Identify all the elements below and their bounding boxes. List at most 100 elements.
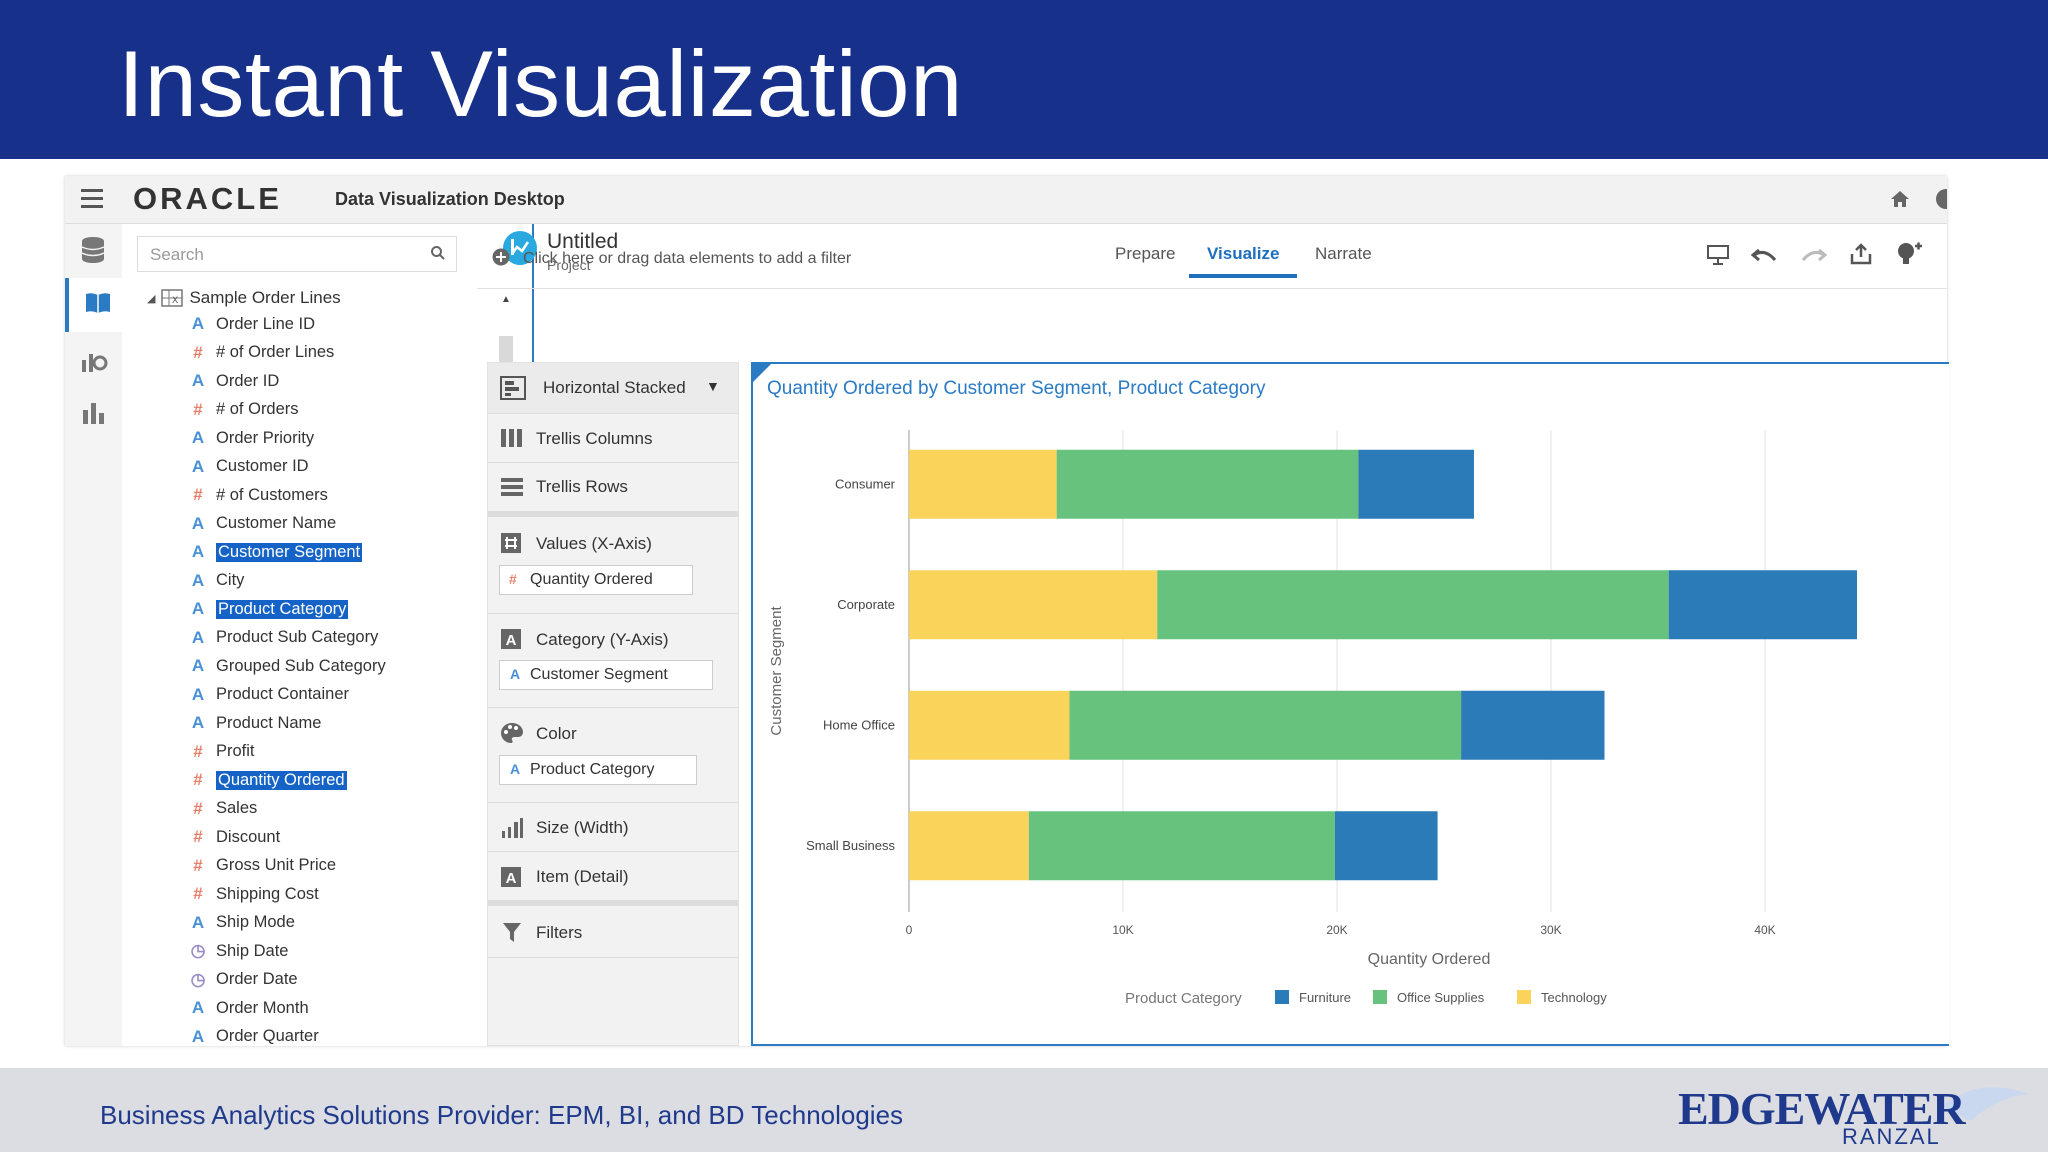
color-drop[interactable]: Color A Product Category bbox=[488, 708, 738, 803]
measure-icon: # bbox=[193, 399, 203, 419]
clock-icon: ◷ bbox=[190, 969, 206, 989]
field-label: Discount bbox=[216, 827, 281, 846]
bar-segment-furniture bbox=[1358, 449, 1474, 519]
search-icon[interactable] bbox=[430, 245, 446, 261]
field-item[interactable]: A Customer Name bbox=[190, 510, 460, 539]
add-filter-icon[interactable] bbox=[492, 248, 510, 266]
field-item[interactable]: A Product Sub Category bbox=[190, 624, 460, 653]
field-item[interactable]: A Product Container bbox=[190, 681, 460, 710]
undo-icon[interactable] bbox=[1751, 244, 1779, 266]
category-icon: A bbox=[501, 629, 521, 649]
measure-icon: # bbox=[193, 827, 203, 847]
legend-title: Product Category bbox=[1125, 990, 1242, 1007]
field-item[interactable]: A Customer ID bbox=[190, 453, 460, 482]
field-item[interactable]: ◷ Order Date bbox=[190, 966, 460, 995]
user-icon[interactable] bbox=[1935, 188, 1947, 210]
redo-icon[interactable] bbox=[1799, 244, 1827, 266]
bar-segment-office-supplies bbox=[1056, 449, 1359, 519]
color-field-pill[interactable]: A Product Category bbox=[499, 755, 697, 785]
canvas-corner-marker bbox=[753, 364, 771, 382]
hamburger-menu-icon[interactable] bbox=[81, 189, 103, 209]
stacked-bar-chart: 0 10K 20K 30K 40K Consumer Corporate Home Offic… bbox=[768, 430, 1858, 1007]
field-item[interactable]: A Product Name bbox=[190, 709, 460, 738]
bar-segment-furniture bbox=[1668, 570, 1858, 640]
trellis-columns-drop[interactable]: Trellis Columns bbox=[488, 414, 738, 463]
tab-prepare[interactable]: Prepare bbox=[1115, 244, 1176, 263]
attribute-icon: A bbox=[191, 713, 205, 733]
field-item[interactable]: # Sales bbox=[190, 795, 460, 824]
attribute-icon: A bbox=[191, 456, 205, 476]
item-drop[interactable]: A Item (Detail) bbox=[488, 852, 738, 906]
bar-segment-technology bbox=[909, 690, 1070, 760]
category-field-label: Customer Segment bbox=[530, 666, 668, 683]
scroll-up-icon[interactable]: ▲ bbox=[501, 294, 511, 305]
export-icon[interactable] bbox=[1849, 242, 1873, 266]
app-window: ORACLE Data Visualization Desktop Search… bbox=[65, 176, 1949, 1046]
field-item[interactable]: # Gross Unit Price bbox=[190, 852, 460, 881]
tab-visualize[interactable]: Visualize bbox=[1189, 244, 1298, 278]
field-item[interactable]: # Shipping Cost bbox=[190, 880, 460, 909]
insights-icon[interactable] bbox=[1895, 240, 1923, 268]
field-item[interactable]: # # of Orders bbox=[190, 396, 460, 425]
project-title[interactable]: Untitled bbox=[547, 230, 619, 253]
bar-chart-icon bbox=[83, 403, 104, 424]
chart-canvas[interactable]: Quantity Ordered by Customer Segment, Pr… bbox=[751, 362, 1949, 1046]
edgewater-logo: EDGEWATER bbox=[1678, 1083, 1966, 1134]
field-item[interactable]: A Customer Segment bbox=[190, 538, 460, 567]
chevron-down-icon[interactable]: ▼ bbox=[706, 378, 720, 394]
nav-charts[interactable] bbox=[65, 388, 122, 438]
legend-swatch bbox=[1517, 990, 1531, 1004]
size-drop[interactable]: Size (Width) bbox=[488, 803, 738, 852]
trellis-rows-drop[interactable]: Trellis Rows bbox=[488, 463, 738, 517]
field-item[interactable]: # Discount bbox=[190, 823, 460, 852]
bar-segment-office-supplies bbox=[1069, 690, 1462, 760]
y-axis-title: Customer Segment bbox=[768, 606, 785, 736]
data-search-input[interactable]: Search bbox=[137, 236, 457, 272]
field-item[interactable]: # Profit bbox=[190, 738, 460, 767]
field-item[interactable]: A Product Category bbox=[190, 595, 460, 624]
nav-data-elements[interactable] bbox=[65, 278, 126, 332]
collapse-triangle-icon[interactable]: ◢ bbox=[147, 292, 156, 305]
field-item[interactable]: A Grouped Sub Category bbox=[190, 652, 460, 681]
home-icon[interactable] bbox=[1889, 189, 1911, 209]
field-item[interactable]: ◷ Ship Date bbox=[190, 937, 460, 966]
category-drop[interactable]: A Category (Y-Axis) A Customer Segment bbox=[488, 614, 738, 708]
size-label: Size (Width) bbox=[536, 818, 629, 837]
attribute-icon: A bbox=[191, 998, 205, 1018]
nav-visualizations[interactable] bbox=[65, 336, 122, 386]
field-item[interactable]: # # of Customers bbox=[190, 481, 460, 510]
values-label: Values (X-Axis) bbox=[536, 534, 652, 553]
filters-drop[interactable]: Filters bbox=[488, 907, 738, 958]
field-label: # of Orders bbox=[216, 400, 299, 419]
attribute-icon: A bbox=[191, 627, 205, 647]
filter-bar[interactable]: Click here or drag data elements to add … bbox=[477, 224, 1947, 289]
field-item[interactable]: A Order Quarter bbox=[190, 1023, 460, 1052]
y-tick-label: Small Business bbox=[806, 838, 895, 853]
field-item[interactable]: # # of Order Lines bbox=[190, 339, 460, 368]
field-item[interactable]: A Order Priority bbox=[190, 424, 460, 453]
category-field-pill[interactable]: A Customer Segment bbox=[499, 660, 713, 690]
x-tick-label: 0 bbox=[906, 923, 913, 937]
chart-type-selector[interactable]: Horizontal Stacked ▼ bbox=[488, 363, 738, 414]
field-item[interactable]: A City bbox=[190, 567, 460, 596]
visualization-icon bbox=[82, 354, 108, 372]
field-item[interactable]: # Quantity Ordered bbox=[190, 766, 460, 795]
field-item[interactable]: A Ship Mode bbox=[190, 909, 460, 938]
bar-segment-technology bbox=[909, 570, 1158, 640]
attribute-icon: A bbox=[191, 684, 205, 704]
field-label: Customer ID bbox=[216, 457, 309, 476]
horizontal-stacked-icon bbox=[500, 376, 526, 400]
y-tick-label: Consumer bbox=[835, 476, 896, 491]
data-source-node[interactable]: ◢ X Sample Order Lines bbox=[147, 288, 341, 308]
attribute-icon: A bbox=[191, 314, 205, 334]
field-item[interactable]: A Order ID bbox=[190, 367, 460, 396]
field-item[interactable]: A Order Month bbox=[190, 994, 460, 1023]
field-label: Order Line ID bbox=[216, 314, 316, 333]
field-label: Order Month bbox=[216, 998, 309, 1017]
values-field-pill[interactable]: # Quantity Ordered bbox=[499, 565, 693, 595]
field-item[interactable]: A Order Line ID bbox=[190, 310, 460, 339]
tab-narrate[interactable]: Narrate bbox=[1315, 244, 1372, 263]
nav-data-sources[interactable] bbox=[65, 224, 122, 274]
present-icon[interactable] bbox=[1706, 244, 1730, 266]
values-drop[interactable]: Values (X-Axis) # Quantity Ordered bbox=[488, 519, 738, 614]
